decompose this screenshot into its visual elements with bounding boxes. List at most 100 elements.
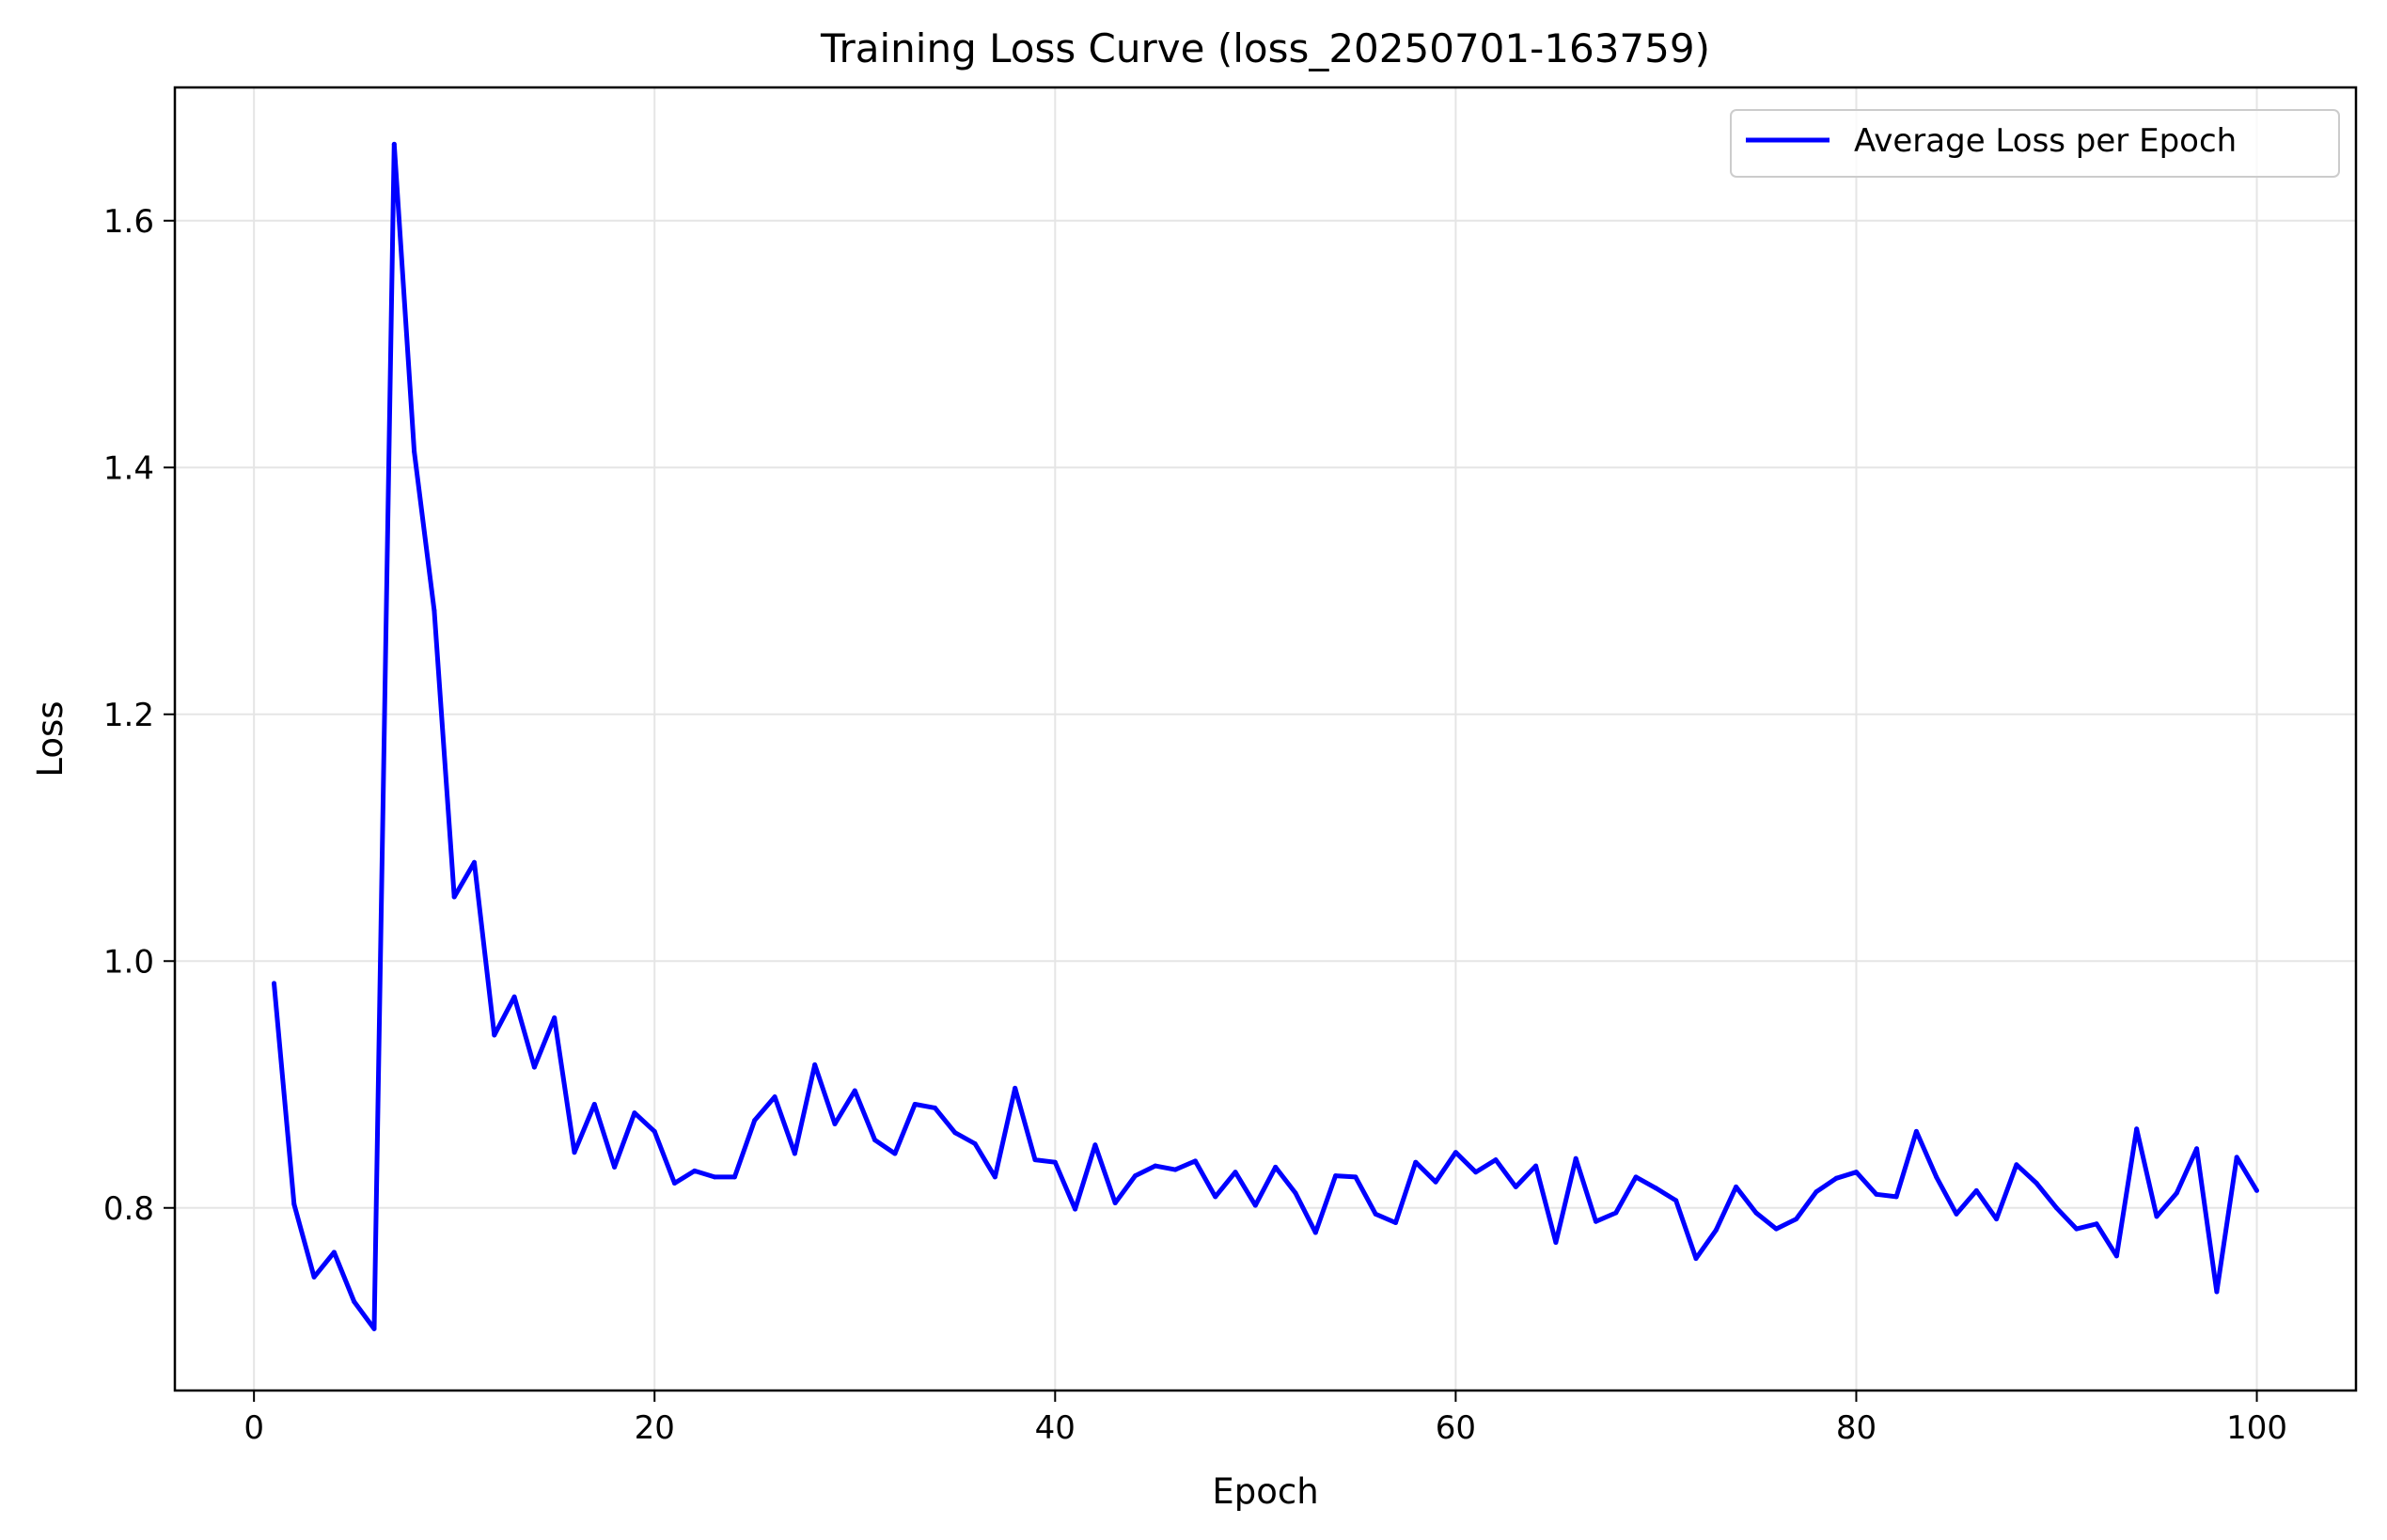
data-point <box>591 1102 597 1107</box>
data-point <box>1854 1170 1859 1175</box>
x-axis: 0 20 40 60 80 100 <box>243 1391 2287 1447</box>
series-line-0 <box>272 141 2259 1331</box>
data-point <box>2113 1253 2119 1259</box>
data-point <box>291 1202 297 1207</box>
data-point <box>391 141 397 147</box>
data-point <box>2194 1146 2200 1152</box>
data-point <box>1994 1217 2000 1222</box>
data-point <box>1073 1206 1078 1212</box>
x-tick-label: 60 <box>1436 1409 1476 1447</box>
data-point <box>652 1128 657 1134</box>
plot-area <box>272 141 2259 1331</box>
data-point <box>1573 1155 1578 1161</box>
data-point <box>1052 1159 1058 1165</box>
data-point <box>2214 1289 2220 1295</box>
data-point <box>1293 1190 1298 1196</box>
data-point <box>1794 1217 1799 1222</box>
data-point <box>1753 1210 1759 1216</box>
data-point <box>1433 1179 1438 1185</box>
data-point <box>1773 1226 1779 1232</box>
data-point <box>331 1249 337 1255</box>
data-point <box>1333 1173 1339 1179</box>
data-point <box>1213 1194 1218 1200</box>
data-point <box>2094 1221 2099 1227</box>
data-point <box>511 994 517 999</box>
data-point <box>1353 1174 1358 1180</box>
data-point <box>1533 1163 1539 1169</box>
x-tick-label: 40 <box>1035 1409 1076 1447</box>
data-point <box>1973 1187 1979 1193</box>
data-point <box>832 1122 838 1126</box>
data-point <box>692 1168 698 1173</box>
data-point <box>933 1105 937 1110</box>
data-point <box>1153 1163 1158 1169</box>
x-tick-label: 0 <box>243 1409 264 1447</box>
data-point <box>1092 1142 1098 1148</box>
data-point <box>712 1174 717 1180</box>
data-point <box>1734 1184 1739 1189</box>
data-point <box>612 1164 618 1170</box>
y-axis: 0.8 1.0 1.2 1.4 1.6 <box>103 203 175 1228</box>
data-point <box>432 608 437 613</box>
data-point <box>2134 1126 2140 1132</box>
legend-entry-label: Average Loss per Epoch <box>1854 122 2237 160</box>
data-point <box>272 981 276 986</box>
data-point <box>1413 1159 1419 1165</box>
data-point <box>1673 1198 1679 1203</box>
data-point <box>792 1151 797 1156</box>
x-tick-label: 80 <box>1836 1409 1877 1447</box>
legend: Average Loss per Epoch <box>1730 109 2340 178</box>
data-point <box>492 1032 497 1038</box>
data-point <box>1954 1211 1959 1217</box>
y-tick-label: 1.6 <box>103 203 154 241</box>
data-point <box>2234 1155 2239 1160</box>
data-point <box>2034 1181 2039 1186</box>
data-point <box>1013 1085 1018 1091</box>
y-axis-label: Loss <box>30 700 71 777</box>
data-point <box>1393 1220 1398 1225</box>
data-point <box>1874 1191 1879 1197</box>
legend-box <box>1730 109 2340 178</box>
data-point <box>572 1150 577 1155</box>
data-point <box>2174 1190 2179 1196</box>
data-point <box>632 1110 637 1116</box>
data-point <box>1453 1150 1458 1155</box>
data-point <box>731 1174 737 1180</box>
data-point <box>1112 1201 1118 1205</box>
data-point <box>1693 1256 1699 1262</box>
data-point <box>352 1299 357 1304</box>
data-point <box>1493 1157 1499 1163</box>
data-point <box>1133 1173 1138 1179</box>
data-point <box>1473 1170 1479 1175</box>
data-point <box>2074 1226 2080 1232</box>
axes-frame <box>173 86 2358 1392</box>
data-point <box>892 1151 898 1156</box>
data-point <box>772 1094 777 1100</box>
data-point <box>752 1118 758 1124</box>
y-tick-label: 1.2 <box>103 697 154 734</box>
data-point <box>472 859 477 865</box>
grid <box>175 87 2356 1391</box>
data-point <box>552 1015 557 1021</box>
data-point <box>412 448 417 454</box>
data-point <box>1633 1174 1639 1180</box>
data-point <box>531 1064 537 1070</box>
data-point <box>451 894 457 900</box>
data-point <box>2254 1187 2259 1193</box>
data-point <box>1513 1184 1518 1189</box>
data-point <box>1172 1167 1178 1172</box>
data-point <box>371 1326 377 1331</box>
data-point <box>872 1138 878 1143</box>
data-point <box>1373 1211 1378 1217</box>
data-point <box>1594 1218 1598 1224</box>
chart-title: Training Loss Curve (loss_20250701-16375… <box>820 25 1710 71</box>
y-tick-label: 0.8 <box>103 1190 154 1228</box>
y-tick-label: 1.0 <box>103 943 154 981</box>
x-tick-label: 100 <box>2226 1409 2287 1447</box>
x-axis-label: Epoch <box>1212 1471 1318 1512</box>
data-point <box>2014 1162 2019 1168</box>
data-point <box>311 1274 317 1280</box>
data-point <box>1252 1202 1258 1208</box>
y-tick-label: 1.4 <box>103 449 154 487</box>
